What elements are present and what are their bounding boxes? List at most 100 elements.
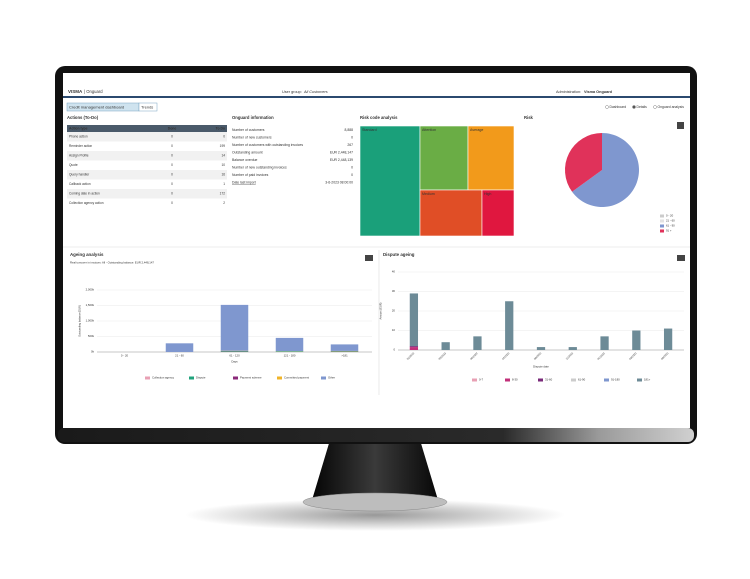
table-cell: Callback action	[69, 182, 91, 186]
admin-name: Visma Onguard	[584, 90, 613, 94]
info-label: Number of paid invoices	[232, 173, 269, 177]
table-row	[67, 189, 227, 199]
legend-swatch[interactable]	[505, 378, 510, 382]
y-tick-label: 0	[393, 348, 395, 352]
bar-segment[interactable]	[409, 346, 419, 348]
refresh-icon[interactable]	[677, 122, 684, 129]
legend-swatch[interactable]	[189, 376, 194, 380]
pie-slice[interactable]	[572, 133, 640, 208]
treemap-cell[interactable]	[467, 125, 515, 191]
legend-swatch[interactable]	[145, 376, 150, 380]
x-tick-label: 03/2023	[628, 351, 638, 361]
legend-swatch	[660, 229, 664, 233]
legend-label: 91 +	[666, 229, 672, 233]
legend-swatch[interactable]	[604, 378, 609, 382]
treemap-cell[interactable]	[481, 189, 515, 237]
panel-title: Onguard information	[232, 115, 274, 120]
x-tick-label: 61 - 120	[229, 354, 240, 358]
bar-segment[interactable]	[330, 344, 359, 351]
treemap-label: Medium	[422, 192, 435, 196]
view-radio[interactable]	[632, 105, 636, 109]
logo: VISMA	[68, 89, 83, 94]
y-tick-label: 1,500k	[86, 303, 95, 307]
monitor-stand	[312, 440, 438, 500]
y-tick-label: 2,000k	[86, 288, 95, 292]
info-value: EUR 2,448,139	[330, 158, 353, 162]
legend-swatch[interactable]	[571, 378, 576, 382]
table-cell: 16	[221, 173, 225, 177]
treemap-cell[interactable]	[419, 189, 483, 237]
table-cell: 0	[171, 154, 173, 158]
legend-label: 31-60	[545, 378, 553, 382]
legend-swatch[interactable]	[472, 378, 477, 382]
bar-segment[interactable]	[165, 343, 194, 352]
info-value: 0	[351, 135, 353, 139]
table-cell: 0	[171, 182, 173, 186]
export-icon[interactable]	[365, 255, 373, 261]
treemap-label: Attention	[422, 128, 436, 132]
export-icon[interactable]	[677, 255, 685, 261]
bar-segment[interactable]	[409, 347, 419, 350]
legend-swatch[interactable]	[321, 376, 326, 380]
legend-label: Dispute	[196, 376, 206, 380]
floor-shadow	[185, 499, 565, 531]
treemap-label: High	[484, 192, 491, 196]
bar-segment[interactable]	[275, 337, 304, 352]
x-tick-label: 01/2022	[406, 351, 416, 361]
legend-label: Other	[328, 376, 335, 380]
pie-slice[interactable]	[565, 133, 602, 192]
table-row	[67, 170, 227, 180]
view-radio[interactable]	[605, 105, 609, 109]
bar-segment[interactable]	[632, 330, 641, 351]
legend-label: 0-7	[479, 378, 483, 382]
bar-segment[interactable]	[473, 336, 482, 350]
bar-segment[interactable]	[505, 301, 514, 350]
legend-swatch[interactable]	[637, 378, 642, 382]
panel-title: Risk	[524, 115, 534, 120]
table-cell: 199	[220, 144, 226, 148]
treemap-cell[interactable]	[419, 125, 469, 191]
x-tick-label: 07/2022	[501, 351, 511, 361]
view-radio[interactable]	[653, 105, 657, 109]
legend-swatch[interactable]	[277, 376, 282, 380]
tab[interactable]	[138, 102, 158, 112]
stand-base	[302, 492, 448, 512]
bar-segment[interactable]	[536, 347, 546, 350]
panel-title: Risk code analysis	[360, 115, 398, 120]
y-tick-label: 40	[392, 270, 396, 274]
table-row	[67, 160, 227, 170]
table-row	[67, 198, 227, 208]
bar-segment[interactable]	[568, 347, 577, 350]
x-tick-label: 03/2022	[437, 351, 447, 361]
bar-segment[interactable]	[600, 336, 609, 350]
view-label: Dashboard	[610, 105, 627, 109]
y-tick-label: 500k	[88, 334, 95, 338]
treemap-cell[interactable]	[359, 125, 421, 237]
table-row	[67, 141, 227, 151]
table-cell: 172	[220, 192, 226, 196]
bar-segment[interactable]	[409, 293, 419, 347]
column-header: Action type	[69, 127, 88, 131]
x-tick-label: 05/2022	[469, 351, 479, 361]
y-tick-label: 30	[392, 289, 396, 293]
legend-label: 21 - 60	[666, 219, 675, 223]
bar-segment[interactable]	[441, 342, 450, 350]
bar-segment[interactable]	[220, 351, 249, 352]
x-tick-label: 11/2022	[565, 351, 575, 361]
legend-swatch[interactable]	[233, 376, 238, 380]
table-cell: Query handler	[69, 173, 90, 177]
table-cell: 14	[221, 154, 225, 158]
table-header	[67, 125, 227, 132]
legend-swatch	[660, 219, 664, 223]
legend-swatch[interactable]	[538, 378, 543, 382]
tab-label: Trends	[141, 104, 153, 109]
info-value: 8,888	[345, 128, 354, 132]
table-row	[67, 179, 227, 189]
bar-segment[interactable]	[220, 304, 249, 351]
monitor-chin	[58, 428, 694, 442]
table-cell: Assign Profile	[69, 154, 89, 158]
tab-label: Credit management dashboard	[69, 104, 124, 109]
bar-segment[interactable]	[663, 328, 673, 350]
legend-label: Collection agency	[152, 376, 175, 380]
table-cell: 0	[171, 163, 173, 167]
